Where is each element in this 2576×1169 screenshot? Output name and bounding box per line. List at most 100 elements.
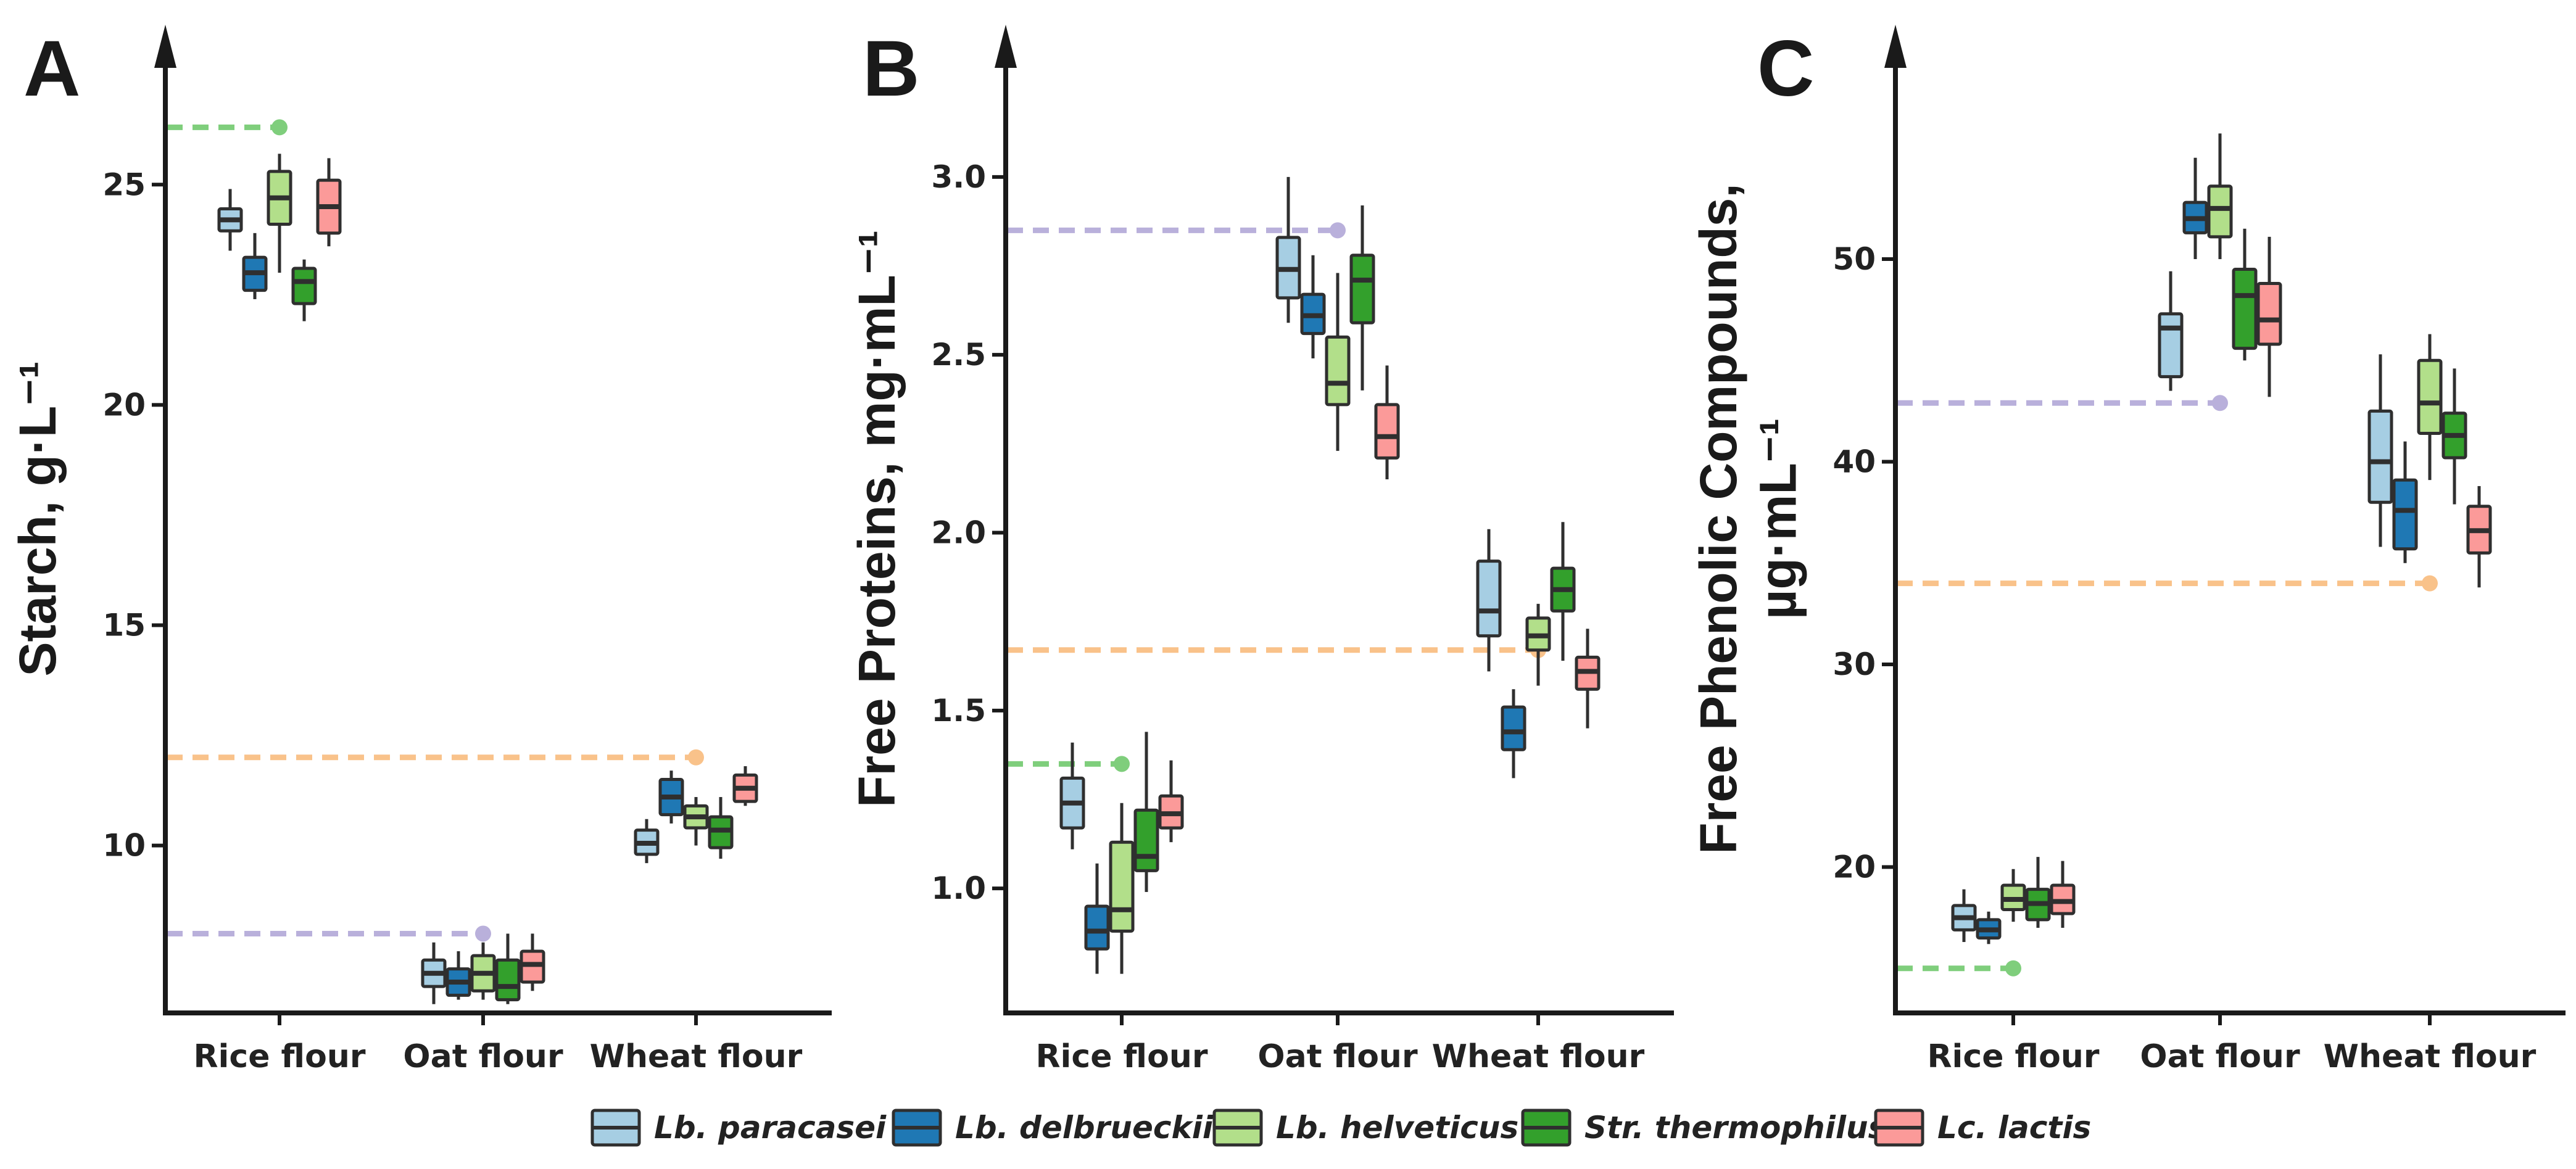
- box-lb-delbrueckii-wheat-flour: [2392, 441, 2418, 563]
- box-body: [2367, 409, 2393, 504]
- y-tick-label: 10: [102, 828, 146, 864]
- box-lb-paracasei-oat-flour: [1275, 176, 1301, 323]
- box-lb-delbrueckii-oat-flour: [2182, 157, 2208, 260]
- box-body: [2256, 281, 2282, 346]
- y-tick-label: 1.0: [931, 870, 986, 906]
- box-str-thermophilus-rice-flour: [291, 259, 317, 321]
- box-lc-lactis-wheat-flour: [732, 766, 758, 806]
- box-lb-delbrueckii-oat-flour: [1300, 255, 1326, 358]
- x-tick-label-oat-flour: Oat flour: [2140, 1038, 2300, 1075]
- box-lb-delbrueckii-rice-flour: [242, 233, 268, 299]
- box-str-thermophilus-rice-flour: [1133, 732, 1159, 892]
- box-lb-paracasei-rice-flour: [217, 189, 243, 251]
- y-tick-label: 25: [102, 167, 146, 202]
- y-axis-label-line: µg·mL⁻¹: [1749, 418, 1807, 619]
- reference-point-rice-flour: [2005, 960, 2021, 977]
- y-axis-label: Starch, g·L⁻¹: [9, 361, 67, 676]
- legend-item-lb-helveticus: Lb. helveticus: [1212, 1109, 1518, 1147]
- box-body: [1349, 254, 1375, 324]
- box-lc-lactis-wheat-flour: [2466, 485, 2492, 588]
- box-lb-helveticus-rice-flour: [1109, 803, 1135, 974]
- box-str-thermophilus-oat-flour: [1349, 205, 1375, 390]
- box-body: [1374, 403, 1400, 460]
- box-body: [2207, 184, 2233, 239]
- y-axis-label: Free Proteins, mg·mL⁻¹: [848, 230, 906, 808]
- legend-item-lb-paracasei: Lb. paracasei: [590, 1109, 887, 1147]
- box-lb-helveticus-wheat-flour: [683, 797, 709, 846]
- panel-letter-a: A: [23, 25, 80, 113]
- box-lb-paracasei-rice-flour: [1951, 889, 1977, 943]
- x-tick-label-wheat-flour: Wheat flour: [1432, 1038, 1645, 1075]
- box-lc-lactis-rice-flour: [1158, 760, 1184, 843]
- box-str-thermophilus-wheat-flour: [1550, 522, 1576, 661]
- box-lc-lactis-wheat-flour: [1575, 629, 1601, 729]
- y-axis-arrow: [154, 25, 176, 68]
- y-axis-arrow: [1884, 25, 1907, 68]
- y-tick-label: 15: [102, 607, 146, 643]
- y-axis-label: Free Phenolic Compounds,µg·mL⁻¹: [1689, 183, 1807, 854]
- panel-letter-c: C: [1757, 25, 1814, 113]
- box-body: [2392, 478, 2418, 551]
- box-body: [2232, 267, 2258, 350]
- reference-point-rice-flour: [1114, 756, 1130, 772]
- box-lb-delbrueckii-rice-flour: [1084, 863, 1110, 974]
- box-lb-helveticus-rice-flour: [267, 154, 292, 273]
- box-lb-delbrueckii-wheat-flour: [658, 770, 684, 824]
- legend-label: Lb. helveticus: [1276, 1110, 1518, 1146]
- x-tick-label-rice-flour: Rice flour: [194, 1038, 366, 1075]
- y-axis-arrow: [995, 25, 1017, 68]
- reference-point-wheat-flour: [688, 749, 704, 766]
- legend-label: Lb. delbrueckii: [955, 1110, 1214, 1146]
- box-body: [291, 266, 317, 305]
- box-lb-paracasei-wheat-flour: [2367, 354, 2393, 547]
- box-body: [495, 958, 521, 1002]
- legend-item-lc-lactis: Lc. lactis: [1874, 1109, 2091, 1147]
- box-lb-paracasei-oat-flour: [2158, 271, 2184, 391]
- box-lc-lactis-oat-flour: [1374, 365, 1400, 479]
- y-tick-label: 40: [1833, 444, 1876, 480]
- x-tick-label-wheat-flour: Wheat flour: [2324, 1038, 2537, 1075]
- box-str-thermophilus-rice-flour: [2025, 857, 2051, 928]
- box-body: [1501, 705, 1526, 751]
- box-lb-helveticus-wheat-flour: [2417, 334, 2443, 481]
- box-str-thermophilus-wheat-flour: [708, 797, 734, 859]
- box-body: [2158, 312, 2184, 379]
- legend: Lb. paracasei Lb. delbrueckii Lb. helvetic…: [590, 1109, 2091, 1147]
- y-tick-label: 1.5: [931, 693, 986, 729]
- box-lb-delbrueckii-oat-flour: [445, 951, 471, 1000]
- legend-item-lb-delbrueckii: Lb. delbrueckii: [892, 1109, 1214, 1147]
- legend-label: Str. thermophilus: [1584, 1110, 1886, 1146]
- box-body: [1109, 840, 1135, 933]
- legend-item-str-thermophilus: Str. thermophilus: [1521, 1109, 1886, 1147]
- reference-point-oat-flour: [1330, 222, 1346, 239]
- x-tick-label-oat-flour: Oat flour: [1257, 1038, 1418, 1075]
- reference-point-oat-flour: [2212, 395, 2228, 411]
- box-body: [1476, 560, 1502, 638]
- box-lc-lactis-oat-flour: [520, 933, 545, 991]
- y-tick-label: 50: [1833, 241, 1876, 277]
- box-lb-paracasei-rice-flour: [1059, 742, 1085, 849]
- box-lb-helveticus-wheat-flour: [1525, 603, 1551, 686]
- box-lb-helveticus-oat-flour: [1325, 273, 1351, 451]
- box-lb-helveticus-oat-flour: [2207, 133, 2233, 260]
- y-tick-label: 30: [1833, 646, 1876, 682]
- y-tick-label: 20: [1833, 849, 1876, 885]
- legend-label: Lc. lactis: [1937, 1110, 2091, 1146]
- box-lc-lactis-rice-flour: [316, 158, 342, 247]
- x-tick-label-rice-flour: Rice flour: [1036, 1038, 1208, 1075]
- box-body: [1325, 335, 1351, 407]
- box-lb-helveticus-rice-flour: [2000, 869, 2026, 922]
- box-str-thermophilus-oat-flour: [2232, 228, 2258, 361]
- y-axis-label-line: Free Phenolic Compounds,: [1689, 183, 1747, 854]
- x-tick-label-wheat-flour: Wheat flour: [590, 1038, 803, 1075]
- legend-label: Lb. paracasei: [654, 1110, 887, 1146]
- panel-b: B Free Proteins, mg·mL⁻¹ 1.0 1.5 2.0 2.5 3.0 R…: [848, 25, 1674, 1075]
- box-str-thermophilus-oat-flour: [495, 933, 521, 1004]
- box-lb-paracasei-wheat-flour: [1476, 529, 1502, 672]
- box-lb-paracasei-wheat-flour: [634, 819, 660, 864]
- panel-letter-b: B: [863, 25, 919, 113]
- box-lb-helveticus-oat-flour: [470, 942, 496, 1000]
- box-lc-lactis-rice-flour: [2050, 861, 2076, 928]
- panel-c: C Free Phenolic Compounds,µg·mL⁻¹ 20 30 40 5…: [1689, 25, 2566, 1075]
